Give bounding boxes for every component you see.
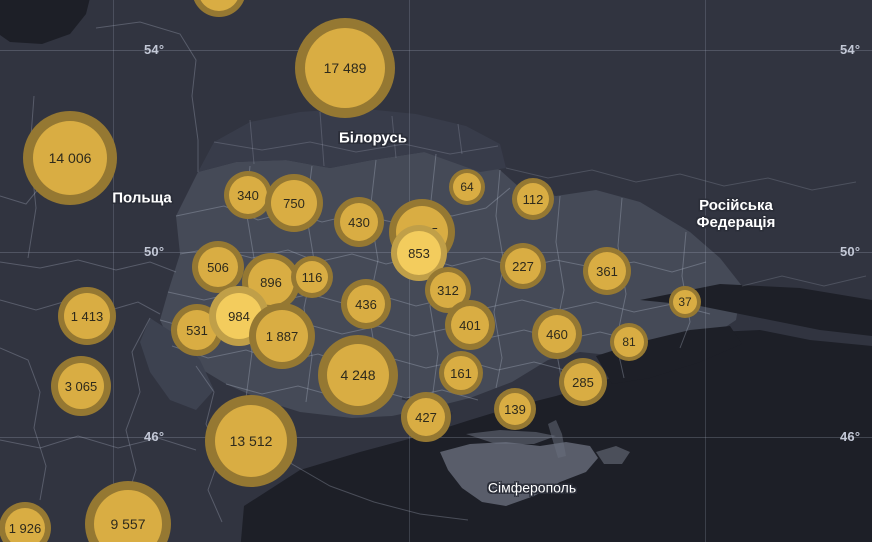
map-bubble-marker[interactable]: 1 887	[249, 303, 315, 369]
map-bubble-marker[interactable]: 427	[401, 392, 451, 442]
map-bubble-marker[interactable]: 1 413	[58, 287, 116, 345]
map-bubble-marker[interactable]: 4 248	[318, 335, 398, 415]
bubble-value-label: 13 512	[229, 433, 273, 449]
bubble-value-label: 896	[260, 274, 282, 290]
map-bubble-marker[interactable]: 750	[265, 174, 323, 232]
bubble-value-label: 14 006	[48, 150, 92, 166]
bubble-value-label: 427	[415, 409, 437, 425]
grid-line-lat-54	[0, 50, 872, 51]
map-bubble-marker[interactable]: 112	[512, 178, 554, 220]
bubble-value-label: 312	[437, 282, 459, 298]
map-bubble-marker[interactable]: 3 065	[51, 356, 111, 416]
map-bubble-marker[interactable]: 340	[224, 171, 272, 219]
grid-line-lon-1	[113, 0, 114, 542]
bubble-value-label: 430	[348, 214, 370, 230]
map-bubble-marker[interactable]: 227	[500, 243, 546, 289]
bubble-value-label: 506	[207, 259, 229, 275]
map-bubble-marker[interactable]: 37	[669, 286, 701, 318]
grid-line-lon-3	[705, 0, 706, 542]
bubble-value-label: 1 926	[8, 520, 42, 536]
bubble-value-label: 9 557	[110, 516, 146, 532]
place-label-poland: Польща	[112, 189, 172, 207]
map-bubble-marker[interactable]: 81	[610, 323, 648, 361]
lat-label-54-left: 54°	[144, 42, 165, 57]
lat-label-50-right: 50°	[840, 244, 861, 259]
map-bubble-marker[interactable]: 460	[532, 309, 582, 359]
map-bubble-marker[interactable]: 116	[291, 256, 333, 298]
lat-label-46-right: 46°	[840, 429, 861, 444]
map-bubble-marker[interactable]: 361	[583, 247, 631, 295]
bubble-value-label: 227	[512, 258, 534, 274]
lat-label-54-right: 54°	[840, 42, 861, 57]
bubble-value-label: 460	[546, 326, 568, 342]
map-bubble-marker[interactable]: 430	[334, 197, 384, 247]
bubble-value-label: 401	[459, 317, 481, 333]
map-bubble-marker[interactable]: 139	[494, 388, 536, 430]
bubble-value-label: 3 065	[64, 378, 98, 394]
map-bubble-marker[interactable]: 14 006	[23, 111, 117, 205]
bubble-value-label: 81	[622, 335, 636, 349]
map-bubble-marker[interactable]: 436	[341, 279, 391, 329]
lat-label-50-left: 50°	[144, 244, 165, 259]
bubble-value-label: 984	[228, 308, 250, 324]
bubble-value-label: 750	[283, 195, 305, 211]
bubble-value-label: 361	[596, 263, 618, 279]
map-bubble-marker[interactable]: 64	[449, 169, 485, 205]
map-bubble-marker[interactable]: 161	[439, 351, 483, 395]
map-bubble-marker[interactable]: 13 512	[205, 395, 297, 487]
place-label-belarus: Білорусь	[339, 129, 407, 147]
bubble-value-label: 853	[408, 245, 430, 261]
lat-label-46-left: 46°	[144, 429, 165, 444]
map-bubble-marker[interactable]: 853	[391, 225, 447, 281]
map-bubble-marker[interactable]: 401	[445, 300, 495, 350]
bubble-value-label: 64	[460, 180, 474, 194]
bubble-value-label: 4 248	[340, 367, 376, 383]
bubble-value-label: 340	[237, 187, 259, 203]
bubble-value-label: 161	[450, 365, 472, 381]
bubble-value-label: 531	[186, 322, 208, 338]
bubble-value-label: 139	[504, 401, 526, 417]
place-label-russia: Російська Федерація	[696, 197, 776, 231]
bubble-value-label: 112	[522, 191, 544, 207]
bubble-value-label: 116	[301, 269, 323, 285]
bubble-value-label: 1 413	[70, 308, 104, 324]
bubble-value-label: 17 489	[323, 60, 367, 76]
bubble-value-label: 37	[678, 295, 692, 309]
bubble-value-label: 436	[355, 296, 377, 312]
map-bubble-marker[interactable]: 17 489	[295, 18, 395, 118]
bubble-value-label: 285	[572, 374, 594, 390]
bubble-value-label: 1 887	[265, 328, 299, 344]
place-label-simferopol: Сімферополь	[487, 479, 577, 496]
map-bubble-marker[interactable]: 285	[559, 358, 607, 406]
